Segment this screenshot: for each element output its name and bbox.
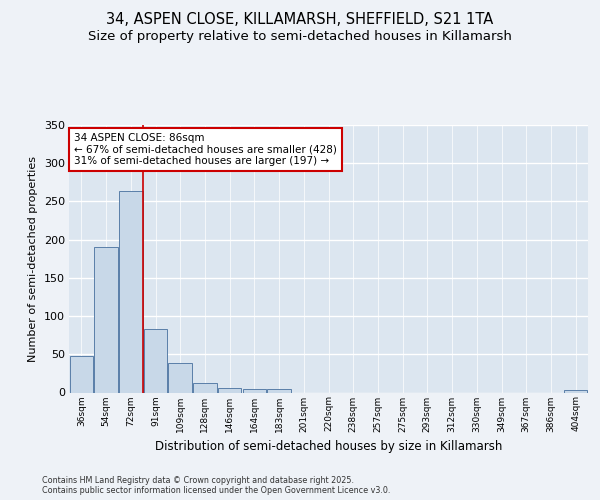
Bar [268,390,291,392]
Y-axis label: Number of semi-detached properties: Number of semi-detached properties [28,156,38,362]
Text: 34, ASPEN CLOSE, KILLAMARSH, SHEFFIELD, S21 1TA: 34, ASPEN CLOSE, KILLAMARSH, SHEFFIELD, … [106,12,494,28]
X-axis label: Distribution of semi-detached houses by size in Killamarsh: Distribution of semi-detached houses by … [155,440,502,453]
Text: Contains HM Land Registry data © Crown copyright and database right 2025.
Contai: Contains HM Land Registry data © Crown c… [42,476,391,495]
Bar [218,388,241,392]
Bar [242,390,266,392]
Bar [193,384,217,392]
Bar [94,248,118,392]
Bar [169,364,192,392]
Bar [144,329,167,392]
Text: Size of property relative to semi-detached houses in Killamarsh: Size of property relative to semi-detach… [88,30,512,43]
Bar [564,390,587,392]
Bar [119,192,143,392]
Bar [70,356,93,393]
Text: 34 ASPEN CLOSE: 86sqm
← 67% of semi-detached houses are smaller (428)
31% of sem: 34 ASPEN CLOSE: 86sqm ← 67% of semi-deta… [74,133,337,166]
